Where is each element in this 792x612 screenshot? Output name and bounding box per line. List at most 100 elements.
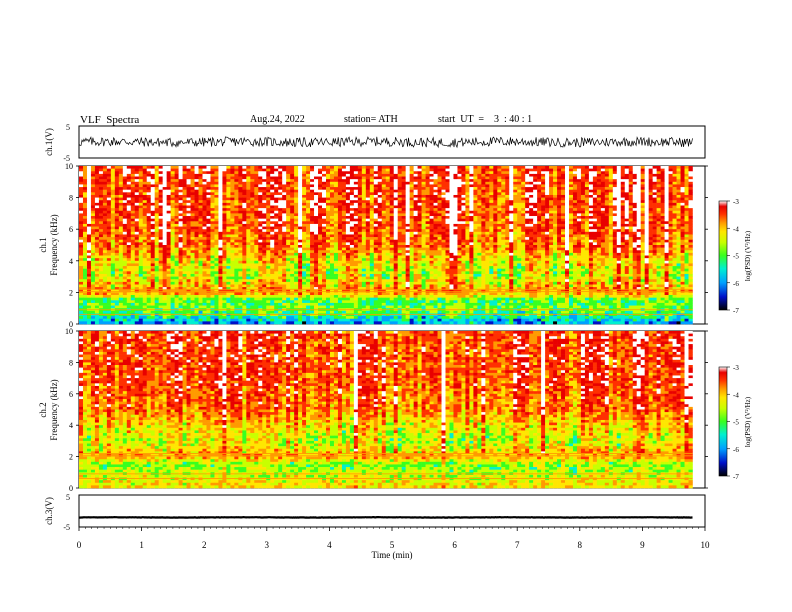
spectrogram-cell	[585, 219, 589, 222]
spectrogram-cell	[91, 232, 95, 235]
spectrogram-cell	[250, 179, 254, 182]
spectrogram-cell	[119, 200, 123, 203]
spectrogram-cell	[402, 240, 406, 243]
spectrogram-cell	[438, 248, 442, 251]
spectrogram-cell	[657, 198, 661, 201]
spectrogram-cell	[641, 221, 645, 224]
spectrogram-cell	[302, 169, 306, 172]
spectrogram-cell	[119, 237, 123, 240]
spectrogram-cell	[394, 198, 398, 201]
spectrogram-cell	[689, 187, 693, 190]
spectrogram-cell	[402, 195, 406, 198]
spectrogram-cell	[298, 250, 302, 253]
spectrogram-cell	[350, 184, 354, 187]
spectrogram-cell	[398, 177, 402, 180]
spectrogram-cell	[390, 182, 394, 185]
spectrogram-cell	[449, 174, 453, 177]
spectrogram-cell	[127, 245, 131, 248]
spectrogram-cell	[418, 234, 422, 237]
spectrogram-cell	[155, 213, 159, 216]
spectrogram-cell	[390, 227, 394, 230]
spectrogram-cell	[159, 208, 163, 211]
spectrogram-cell	[270, 179, 274, 182]
spectrogram-cell	[378, 240, 382, 243]
spectrogram-cell	[509, 190, 513, 193]
spectrogram-cell	[206, 190, 210, 193]
spectrogram-cell	[402, 192, 406, 195]
spectrogram-cell	[115, 237, 119, 240]
spectrogram-cell	[605, 242, 609, 245]
spectrogram-cell	[234, 203, 238, 206]
spectrogram-cell	[473, 187, 477, 190]
spectrogram-cell	[613, 182, 617, 185]
spectrogram-cell	[206, 213, 210, 216]
spectrogram-cell	[362, 240, 366, 243]
spectrogram-cell	[465, 229, 469, 232]
spectrogram-cell	[135, 234, 139, 237]
spectrogram-cell	[625, 192, 629, 195]
spectrogram-cell	[517, 242, 521, 245]
spectrogram-cell	[326, 242, 330, 245]
spectrogram-cell	[629, 242, 633, 245]
spectrogram-cell	[258, 245, 262, 248]
spectrogram-cell	[673, 174, 677, 177]
spectrogram-cell	[461, 206, 465, 209]
spectrogram-cell	[545, 166, 549, 169]
spectrogram-cell	[159, 211, 163, 214]
spectrogram-cell	[422, 177, 426, 180]
spectrogram-cell	[681, 219, 685, 222]
spectrogram-cell	[665, 187, 669, 190]
spectrogram-cell	[294, 174, 298, 177]
spectrogram-cell	[226, 213, 230, 216]
spectrogram-cell	[115, 190, 119, 193]
spectrogram-cell	[402, 200, 406, 203]
spectrogram-cell	[382, 224, 386, 227]
spectrogram-cell	[274, 179, 278, 182]
spectrogram-cell	[577, 248, 581, 251]
spectrogram-cell	[645, 206, 649, 209]
spectrogram-cell	[159, 229, 163, 232]
spectrogram-cell	[585, 169, 589, 172]
spectrogram-cell	[382, 240, 386, 243]
spectrogram-cell	[314, 200, 318, 203]
spectrogram-cell	[533, 179, 537, 182]
spectrogram-cell	[445, 203, 449, 206]
spectrogram-cell	[489, 237, 493, 240]
spectrogram-cell	[362, 213, 366, 216]
spectrogram-cell	[370, 195, 374, 198]
spectrogram-cell	[585, 203, 589, 206]
spectrogram-cell	[95, 250, 99, 253]
spectrogram-cell	[294, 192, 298, 195]
spectrogram-cell	[410, 174, 414, 177]
spectrogram-cell	[163, 234, 167, 237]
spectrogram-cell	[414, 237, 418, 240]
spectrogram-cell	[410, 232, 414, 235]
spectrogram-cell	[270, 224, 274, 227]
spectrogram-cell	[238, 211, 242, 214]
spectrogram-cell	[238, 169, 242, 172]
spectrogram-cell	[493, 237, 497, 240]
spectrogram-cell	[597, 174, 601, 177]
spectrogram-cell	[525, 184, 529, 187]
spectrogram-cell	[469, 240, 473, 243]
spectrogram-cell	[278, 190, 282, 193]
spectrogram-cell	[665, 232, 669, 235]
spectrogram-cell	[653, 166, 657, 169]
spectrogram-cell	[621, 174, 625, 177]
spectrogram-cell	[103, 227, 107, 230]
spectrogram-cell	[398, 232, 402, 235]
spectrogram-cell	[593, 192, 597, 195]
spectrogram-cell	[501, 195, 505, 198]
spectrogram-cell	[119, 206, 123, 209]
spectrogram-cell	[681, 169, 685, 172]
spectrogram-cell	[434, 182, 438, 185]
spectrogram-cell	[649, 169, 653, 172]
spectrogram-cell	[473, 206, 477, 209]
spectrogram-cell	[545, 182, 549, 185]
spectrogram-cell	[513, 200, 517, 203]
spectrogram-cell	[581, 232, 585, 235]
spectrogram-cell	[258, 166, 262, 169]
spectrogram-cell	[350, 198, 354, 201]
spectrogram-cell	[342, 177, 346, 180]
spectrogram-cell	[406, 237, 410, 240]
